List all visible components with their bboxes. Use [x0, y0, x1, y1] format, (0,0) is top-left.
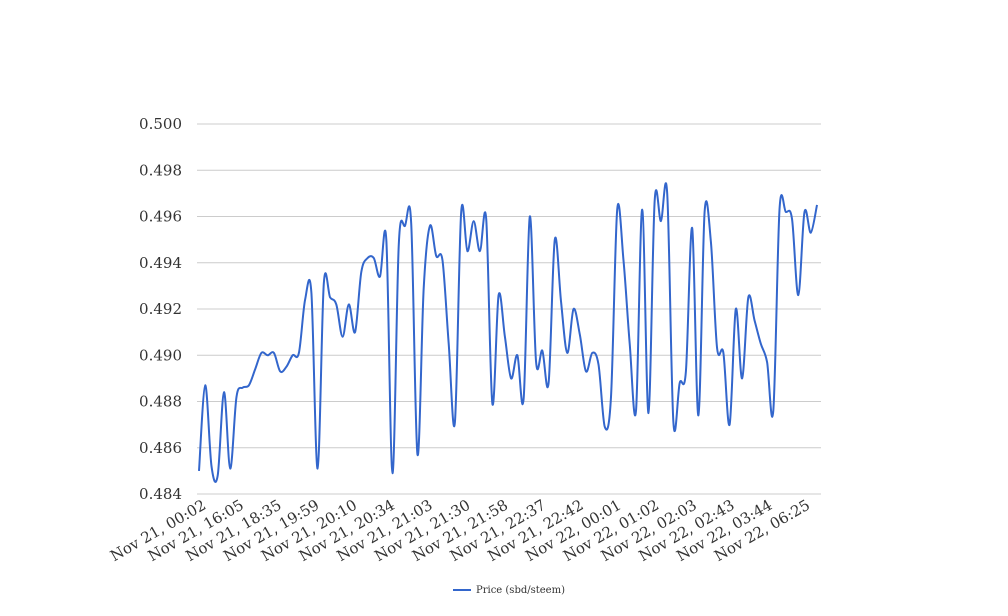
y-tick-label: 0.490: [139, 346, 182, 364]
y-tick-label: 0.498: [139, 161, 182, 179]
y-tick-label: 0.494: [139, 254, 182, 272]
y-tick-label: 0.486: [139, 439, 182, 457]
y-tick-label: 0.492: [139, 300, 182, 318]
series-line-price: [198, 182, 818, 483]
y-tick-label: 0.488: [139, 393, 182, 411]
grid-lines: [197, 123, 821, 495]
y-tick-label: 0.500: [139, 115, 182, 133]
series-lines: [198, 182, 818, 483]
y-tick-label: 0.484: [139, 485, 182, 503]
y-tick-label: 0.496: [139, 208, 182, 226]
legend-label-price[interactable]: Price (sbd/steem): [476, 585, 565, 596]
y-axis-tick-labels: 0.484 0.486 0.488 0.490 0.492 0.494 0.496 0.498…: [139, 115, 182, 503]
legend[interactable]: Price (sbd/steem): [453, 585, 565, 596]
